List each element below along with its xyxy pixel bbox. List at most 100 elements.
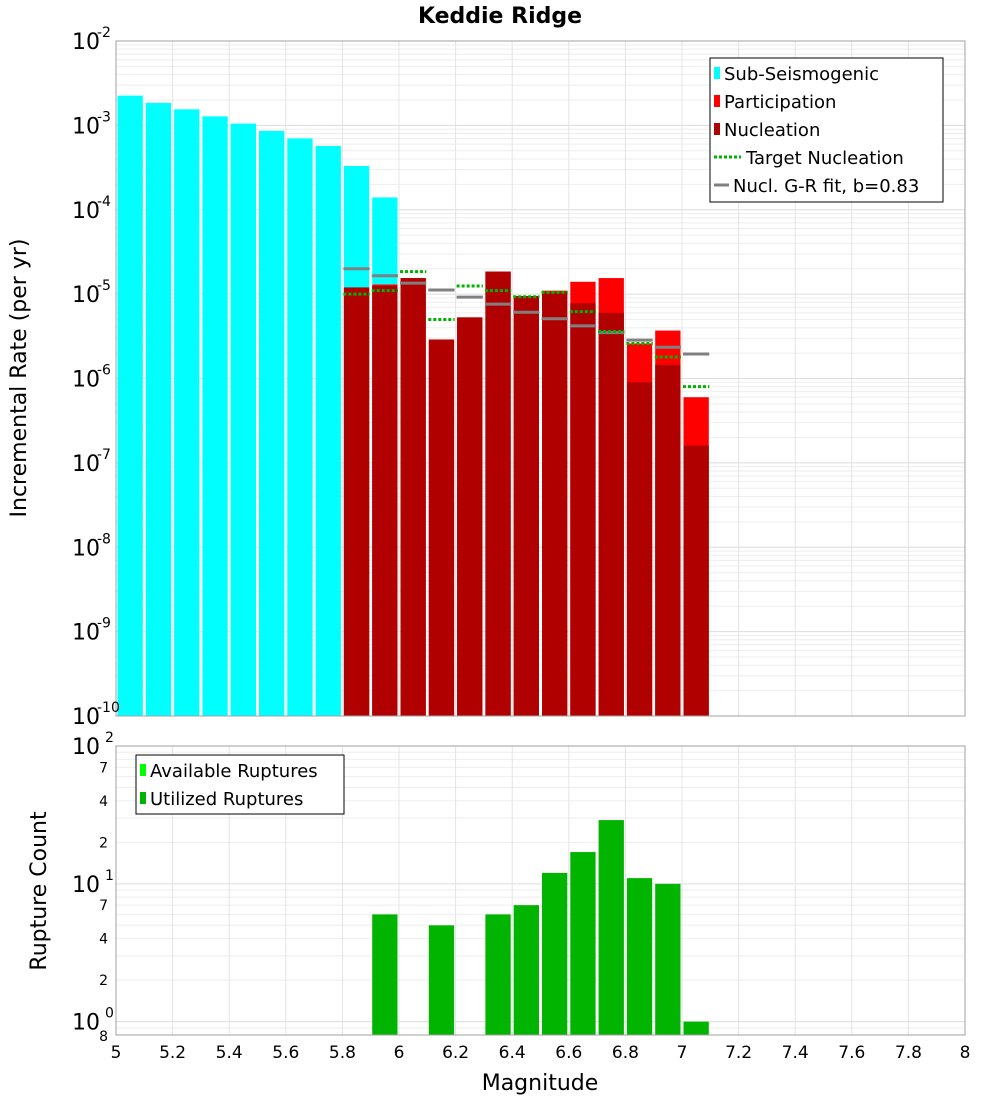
x-tick-label: 5.4 (216, 1043, 243, 1063)
bottom-y-minor-label: 2 (99, 973, 108, 989)
legend-swatch-part (714, 95, 720, 107)
x-tick-label: 6.6 (555, 1043, 582, 1063)
top-y-tick-exponent: -9 (97, 616, 111, 632)
top-y-tick-label: 10 (72, 199, 100, 224)
legend-label-util: Utilized Ruptures (150, 789, 303, 810)
nucleation-bar (598, 312, 624, 716)
x-tick-label: 7.2 (725, 1043, 752, 1063)
x-tick-label: 5.8 (329, 1043, 356, 1063)
x-tick-label: 5.2 (159, 1043, 186, 1063)
utilized-ruptures-bar (570, 852, 596, 1035)
x-tick-label: 8 (960, 1043, 971, 1063)
top-gridlines (115, 41, 966, 717)
sub-seismogenic-bar (117, 95, 143, 716)
bottom-bars (372, 820, 709, 1035)
legend-label-avail: Available Ruptures (150, 761, 318, 782)
top-y-tick-label: 10 (72, 705, 100, 730)
x-tick-label: 7.4 (782, 1043, 809, 1063)
bottom-y-minor-label: 2 (99, 835, 108, 851)
top-y-tick-exponent: -4 (97, 194, 111, 210)
top-bars (117, 95, 709, 717)
legend-label-target: Target Nucleation (745, 148, 904, 169)
utilized-ruptures-bar (542, 872, 568, 1035)
nucleation-bar (513, 296, 539, 716)
legend-swatch-util (140, 792, 146, 804)
nucleation-bar (457, 317, 483, 716)
bottom-plot-frame (115, 745, 966, 1036)
legend-label-sub: Sub-Seismogenic (724, 64, 879, 85)
utilized-ruptures-bar (485, 914, 511, 1035)
x-tick-label: 6 (394, 1043, 405, 1063)
top-y-tick-exponent: -3 (97, 109, 111, 125)
sub-seismogenic-bar (259, 130, 285, 717)
bottom-legend-box (135, 754, 345, 815)
top-y-tick-exponent: -5 (97, 278, 111, 294)
bottom-y-minor-label: 4 (99, 794, 108, 810)
x-tick-label: 7.8 (895, 1043, 922, 1063)
utilized-ruptures-bar (655, 883, 681, 1035)
top-y-tick-label: 10 (72, 30, 100, 55)
sub-seismogenic-bar (230, 123, 256, 716)
x-tick-labels: 5 5.2 5.4 5.6 5.8 6 6.2 6.4 6.6 6.8 7 7.2 7.4 7.6 7.8 8 (111, 1043, 971, 1063)
top-y-tick-label: 10 (72, 452, 100, 477)
x-axis-label: Magnitude (482, 1071, 599, 1096)
top-y-tick-label: 10 (72, 283, 100, 308)
nucleation-bar (400, 278, 426, 716)
utilized-ruptures-bar (428, 925, 455, 1035)
nucleation-bar (485, 271, 511, 716)
legend-label-gr: Nucl. G-R fit, b=0.83 (733, 176, 919, 197)
top-y-tick-label: 10 (72, 621, 100, 646)
utilized-ruptures-bar (598, 820, 624, 1035)
top-y-tick-label: 10 (72, 114, 100, 139)
top-y-axis-label: Incremental Rate (per yr) (7, 239, 32, 518)
legend-swatch-avail (140, 764, 146, 776)
chart-title: Keddie Ridge (418, 4, 582, 29)
bottom-y-tick-exponent: 2 (105, 730, 114, 746)
sub-seismogenic-bar (287, 138, 313, 717)
x-tick-label: 7 (677, 1043, 688, 1063)
x-tick-label: 5 (111, 1043, 122, 1063)
top-lines (343, 267, 710, 389)
legend-label-nucl: Nucleation (724, 120, 820, 141)
bottom-y-tick-labels: 10 0 10 1 10 2 2 4 7 2 4 7 8 (72, 730, 114, 1045)
top-y-tick-exponent: -2 (97, 25, 111, 41)
bottom-legend: Available Ruptures Utilized Ruptures (135, 754, 345, 815)
bottom-y-tick-label: 10 (72, 873, 100, 898)
top-legend-box (709, 57, 944, 203)
sub-seismogenic-bar (315, 145, 341, 717)
bottom-y-minor-label: 4 (99, 932, 108, 948)
nucleation-bar (428, 339, 455, 716)
nucleation-bar (655, 364, 681, 716)
nucleation-bar (372, 285, 398, 716)
x-tick-label: 6.2 (442, 1043, 469, 1063)
x-tick-label: 6.4 (499, 1043, 526, 1063)
utilized-ruptures-bar (513, 905, 539, 1035)
utilized-ruptures-bar (683, 1021, 709, 1035)
bottom-y-tick-label: 10 (72, 735, 100, 760)
top-y-tick-exponent: -7 (97, 447, 111, 463)
bottom-y-tick-exponent: 0 (105, 1006, 114, 1022)
bottom-y-minor-label: 7 (99, 760, 108, 776)
top-y-tick-exponent: -6 (97, 363, 111, 379)
top-y-tick-label: 10 (72, 368, 100, 393)
x-tick-label: 5.6 (272, 1043, 299, 1063)
bottom-y-tick-label: 10 (72, 1011, 100, 1036)
nucleation-bar (343, 287, 370, 716)
nucleation-bar (542, 292, 568, 716)
bottom-y-minor-label: 7 (99, 898, 108, 914)
top-y-tick-exponent: -8 (97, 531, 111, 547)
bottom-y-minor-label: 8 (99, 1029, 108, 1045)
top-y-tick-exponent: -10 (97, 700, 120, 716)
sub-seismogenic-bar (202, 116, 228, 716)
sub-seismogenic-bar (145, 102, 172, 716)
utilized-ruptures-bar (372, 914, 398, 1035)
top-plot-frame (115, 40, 966, 717)
nucleation-bar (683, 445, 709, 716)
bottom-y-tick-exponent: 1 (105, 868, 114, 884)
bottom-y-axis-label: Rupture Count (27, 811, 52, 971)
x-tick-label: 7.6 (838, 1043, 865, 1063)
legend-swatch-nucl (714, 123, 720, 135)
nucleation-bar (570, 303, 596, 716)
